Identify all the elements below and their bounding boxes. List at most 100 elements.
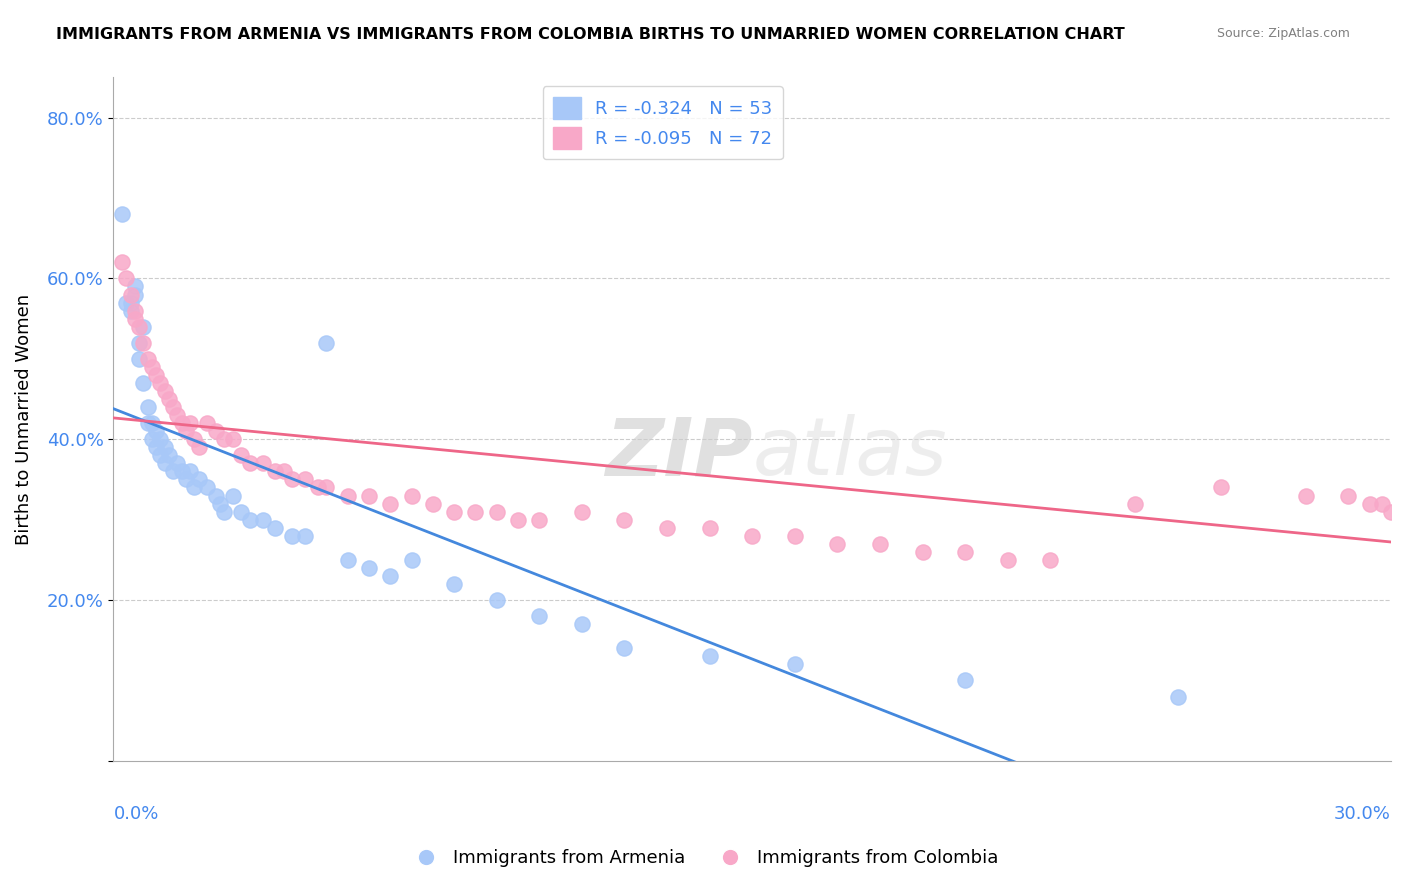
Point — [145, 440, 167, 454]
Point — [655, 521, 678, 535]
Point — [571, 617, 593, 632]
Point — [294, 529, 316, 543]
Point — [153, 456, 176, 470]
Point — [111, 255, 134, 269]
Point — [443, 505, 465, 519]
Point — [204, 489, 226, 503]
Point — [307, 480, 329, 494]
Point — [336, 553, 359, 567]
Point — [115, 271, 138, 285]
Point — [153, 440, 176, 454]
Point — [699, 649, 721, 664]
Point — [1209, 480, 1232, 494]
Point — [1039, 553, 1062, 567]
Point — [953, 673, 976, 688]
Point — [1295, 489, 1317, 503]
Point — [1388, 505, 1406, 519]
Y-axis label: Births to Unmarried Women: Births to Unmarried Women — [15, 293, 32, 545]
Point — [204, 424, 226, 438]
Point — [128, 351, 150, 366]
Point — [195, 416, 218, 430]
Point — [380, 497, 402, 511]
Point — [166, 456, 188, 470]
Point — [162, 464, 184, 478]
Point — [145, 368, 167, 382]
Point — [141, 432, 163, 446]
Point — [124, 311, 146, 326]
Point — [529, 609, 551, 624]
Point — [315, 480, 337, 494]
Point — [166, 408, 188, 422]
Point — [153, 384, 176, 398]
Point — [120, 303, 142, 318]
Point — [174, 472, 197, 486]
Point — [422, 497, 444, 511]
Point — [141, 416, 163, 430]
Text: 30.0%: 30.0% — [1334, 805, 1391, 823]
Point — [1125, 497, 1147, 511]
Point — [1400, 505, 1406, 519]
Point — [281, 472, 304, 486]
Point — [953, 545, 976, 559]
Point — [401, 553, 423, 567]
Point — [1371, 497, 1393, 511]
Point — [170, 416, 193, 430]
Point — [128, 335, 150, 350]
Point — [120, 287, 142, 301]
Legend: Immigrants from Armenia, Immigrants from Colombia: Immigrants from Armenia, Immigrants from… — [401, 842, 1005, 874]
Point — [187, 440, 209, 454]
Point — [136, 416, 159, 430]
Point — [294, 472, 316, 486]
Point — [120, 295, 142, 310]
Point — [252, 513, 274, 527]
Point — [115, 295, 138, 310]
Point — [183, 432, 205, 446]
Point — [506, 513, 529, 527]
Point — [264, 521, 287, 535]
Point — [136, 351, 159, 366]
Point — [273, 464, 295, 478]
Point — [239, 513, 262, 527]
Point — [157, 392, 180, 406]
Point — [699, 521, 721, 535]
Point — [124, 303, 146, 318]
Text: ZIP: ZIP — [605, 414, 752, 492]
Point — [136, 400, 159, 414]
Point — [162, 400, 184, 414]
Point — [571, 505, 593, 519]
Point — [179, 416, 201, 430]
Point — [149, 448, 172, 462]
Point — [613, 513, 636, 527]
Point — [485, 505, 508, 519]
Point — [170, 464, 193, 478]
Point — [149, 432, 172, 446]
Point — [443, 577, 465, 591]
Point — [1167, 690, 1189, 704]
Point — [195, 480, 218, 494]
Point — [187, 472, 209, 486]
Point — [157, 448, 180, 462]
Point — [222, 432, 245, 446]
Point — [741, 529, 763, 543]
Point — [281, 529, 304, 543]
Point — [336, 489, 359, 503]
Point — [179, 464, 201, 478]
Point — [212, 432, 235, 446]
Point — [380, 569, 402, 583]
Point — [222, 489, 245, 503]
Point — [783, 657, 806, 672]
Point — [613, 641, 636, 656]
Point — [252, 456, 274, 470]
Point — [183, 480, 205, 494]
Point — [401, 489, 423, 503]
Point — [231, 448, 253, 462]
Point — [132, 376, 155, 390]
Point — [1337, 489, 1360, 503]
Point — [357, 489, 380, 503]
Point — [174, 424, 197, 438]
Point — [357, 561, 380, 575]
Point — [145, 424, 167, 438]
Point — [149, 376, 172, 390]
Point — [485, 593, 508, 607]
Legend: R = -0.324   N = 53, R = -0.095   N = 72: R = -0.324 N = 53, R = -0.095 N = 72 — [543, 87, 783, 160]
